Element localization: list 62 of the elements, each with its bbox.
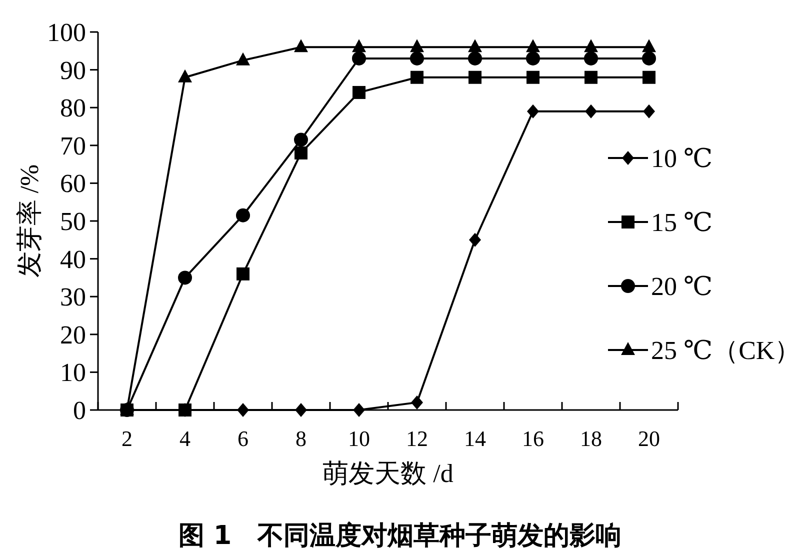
x-tick-label: 18 [580, 426, 602, 451]
legend-label: 25 ℃（CK） [651, 336, 800, 365]
legend-label: 10 ℃ [651, 144, 713, 173]
point [411, 395, 423, 410]
point [295, 403, 307, 417]
point [584, 70, 598, 84]
point [642, 70, 656, 84]
y-tick-label: 0 [73, 396, 86, 425]
point [526, 51, 540, 66]
point [642, 39, 656, 52]
point [526, 39, 540, 52]
y-axis-title: 发芽率 /% [15, 164, 44, 278]
point [468, 70, 482, 84]
point [410, 51, 424, 66]
point [236, 208, 250, 222]
point [584, 51, 598, 66]
x-tick-label: 20 [638, 426, 660, 451]
point [468, 39, 482, 52]
point [352, 39, 366, 52]
legend-label: 20 ℃ [651, 272, 713, 301]
point [410, 70, 424, 84]
y-tick-label: 90 [60, 56, 86, 85]
y-tick-label: 10 [60, 358, 86, 388]
point [178, 69, 192, 82]
x-tick-label: 14 [464, 426, 486, 451]
point [468, 51, 482, 66]
y-tick-label: 40 [60, 244, 86, 274]
point [294, 39, 308, 52]
point [294, 132, 308, 147]
point [584, 39, 598, 52]
x-tick-label: 8 [296, 426, 306, 451]
point [352, 51, 366, 66]
point [643, 104, 655, 118]
point [352, 86, 366, 99]
point [527, 104, 539, 118]
x-tick-label: 12 [406, 426, 428, 451]
x-tick-label: 10 [348, 426, 370, 451]
point [410, 39, 424, 52]
y-tick-label: 70 [60, 131, 86, 160]
y-tick-label: 30 [60, 282, 86, 312]
x-tick-label: 2 [122, 426, 132, 451]
point [236, 267, 250, 280]
point [642, 51, 656, 66]
text: 图 1 不同温度对烟草种子萌发的影响 [178, 521, 622, 551]
point [237, 403, 249, 417]
x-axis-title: 萌发天数 /d [322, 459, 454, 488]
y-tick-label: 20 [60, 320, 86, 350]
x-tick-label: 6 [238, 426, 248, 451]
point [585, 104, 597, 118]
legend-label: 15 ℃ [651, 208, 713, 237]
point [353, 403, 365, 417]
point [236, 52, 250, 66]
point [294, 146, 308, 160]
x-tick-label: 4 [180, 426, 190, 451]
y-tick-label: 50 [60, 207, 86, 236]
y-tick-label: 80 [60, 94, 86, 123]
x-tick-label: 16 [522, 426, 544, 451]
y-tick-label: 100 [47, 18, 86, 47]
point [526, 70, 540, 84]
point [469, 232, 481, 247]
y-tick-label: 60 [60, 169, 86, 198]
point [178, 270, 192, 285]
